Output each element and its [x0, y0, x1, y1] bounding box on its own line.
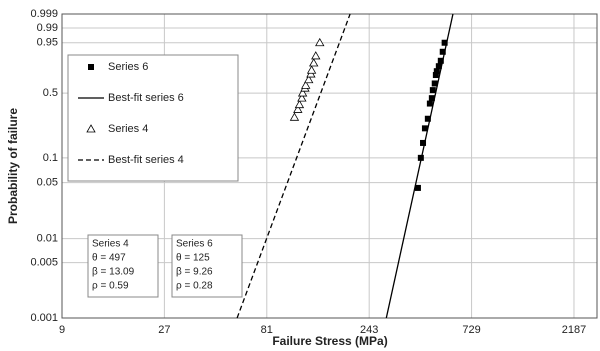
y-tick-label: 0.99 — [37, 22, 58, 34]
point — [304, 74, 314, 84]
point — [439, 48, 446, 55]
point — [297, 93, 307, 102]
legend-marker — [88, 64, 94, 70]
annotation-box — [171, 234, 243, 298]
point — [435, 63, 442, 70]
annotation-text: Series 4 — [92, 239, 129, 250]
legend-label: Best-fit series 6 — [108, 92, 184, 104]
y-tick-label: 0.05 — [37, 177, 58, 189]
annotation-text: ρ = 0.59 — [92, 281, 129, 292]
y-tick-label: 0.1 — [43, 152, 58, 164]
point — [289, 112, 300, 121]
y-axis-title: Probability of failure — [6, 108, 20, 224]
annotation-text: β = 13.09 — [92, 267, 135, 278]
x-tick-label: 27 — [158, 324, 170, 336]
point — [420, 139, 427, 146]
annotation-text: Series 6 — [176, 239, 213, 250]
annotation-text: β = 9.26 — [176, 267, 213, 278]
y-tick-label: 0.01 — [37, 233, 58, 245]
point — [297, 88, 308, 97]
plot-frame — [61, 13, 598, 319]
point — [306, 65, 317, 74]
point — [437, 57, 444, 64]
annotation-box — [87, 234, 159, 298]
point — [309, 58, 319, 67]
annotation-text: θ = 125 — [176, 253, 210, 264]
legend-label: Series 6 — [108, 61, 148, 73]
y-tick-label: 0.005 — [30, 256, 58, 268]
annotation-text: ρ = 0.28 — [176, 281, 213, 292]
legend-label: Best-fit series 4 — [108, 154, 184, 166]
fit-line — [385, 13, 454, 319]
y-tick-label: 0.5 — [43, 87, 58, 99]
point — [429, 87, 436, 94]
fit-line — [236, 13, 351, 319]
point — [424, 115, 431, 122]
x-tick-label: 2187 — [562, 324, 586, 336]
x-axis-title: Failure Stress (MPa) — [272, 334, 387, 348]
x-tick-label: 729 — [462, 324, 480, 336]
point — [428, 95, 435, 102]
x-tick-label: 243 — [360, 324, 378, 336]
x-tick-label: 9 — [59, 324, 65, 336]
annotation-text: θ = 497 — [92, 253, 126, 264]
point — [293, 104, 303, 113]
point — [431, 80, 438, 87]
legend-marker — [86, 124, 96, 133]
point — [301, 80, 311, 89]
point — [311, 51, 321, 60]
x-tick-label: 81 — [261, 324, 273, 336]
point — [433, 68, 440, 75]
point — [421, 125, 428, 132]
legend-label: Series 4 — [108, 123, 148, 135]
point — [426, 100, 433, 107]
point — [315, 37, 325, 47]
point — [441, 39, 448, 46]
y-tick-label: 0.999 — [30, 8, 58, 20]
point — [414, 184, 421, 191]
point — [294, 99, 305, 109]
y-tick-label: 0.001 — [30, 312, 58, 324]
y-tick-label: 0.95 — [37, 37, 58, 49]
point — [432, 72, 439, 79]
